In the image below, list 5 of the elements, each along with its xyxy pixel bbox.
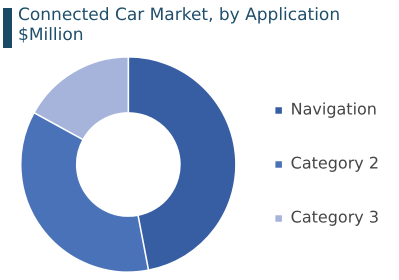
chart-title: Connected Car Market, by Application bbox=[18, 5, 340, 25]
legend-label: Category 2 bbox=[290, 154, 380, 173]
legend-label: Category 3 bbox=[290, 208, 380, 227]
legend-label: Navigation bbox=[290, 100, 377, 119]
chart-subtitle: $Million bbox=[18, 25, 85, 45]
